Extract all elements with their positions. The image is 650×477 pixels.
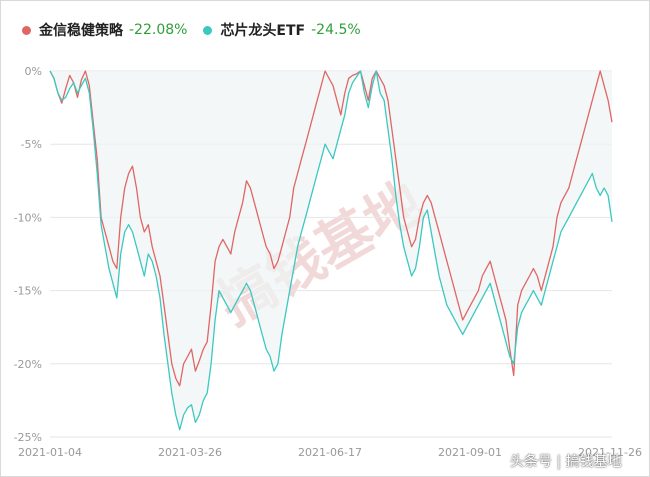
y-tick-label: -10%: [14, 211, 42, 224]
x-tick-label: 2021-09-01: [438, 446, 502, 459]
legend: 金信稳健策略 -22.08% 芯片龙头ETF -24.5%: [22, 20, 377, 40]
series-line-2: [49, 70, 613, 431]
legend-dot-series-2: [203, 25, 213, 35]
y-tick-label: -25%: [14, 431, 42, 444]
y-tick-label: -5%: [21, 138, 42, 151]
x-tick-label: 2021-03-26: [158, 446, 222, 459]
legend-dot-series-1: [22, 25, 31, 35]
y-tick-label: -20%: [14, 358, 42, 371]
x-tick-label: 2021-11-26: [578, 446, 642, 459]
y-tick-label: 0%: [25, 65, 42, 78]
legend-item-series-2[interactable]: 芯片龙头ETF -24.5%: [203, 20, 361, 40]
legend-label-series-2: 芯片龙头ETF: [220, 23, 306, 39]
legend-label-series-1: 金信稳健策略: [39, 23, 123, 39]
legend-item-series-1[interactable]: 金信稳健策略 -22.08%: [22, 20, 187, 40]
legend-value-series-1: -22.08%: [129, 22, 188, 38]
x-tick-label: 2021-06-17: [298, 446, 362, 459]
drawdown-area: [50, 71, 612, 430]
legend-value-series-2: -24.5%: [311, 22, 361, 38]
x-tick-label: 2021-01-04: [18, 446, 82, 459]
series-line-1: [49, 70, 613, 387]
y-tick-label: -15%: [14, 285, 42, 298]
corner-watermark: 头条号 | 搞钱基地: [510, 454, 622, 470]
